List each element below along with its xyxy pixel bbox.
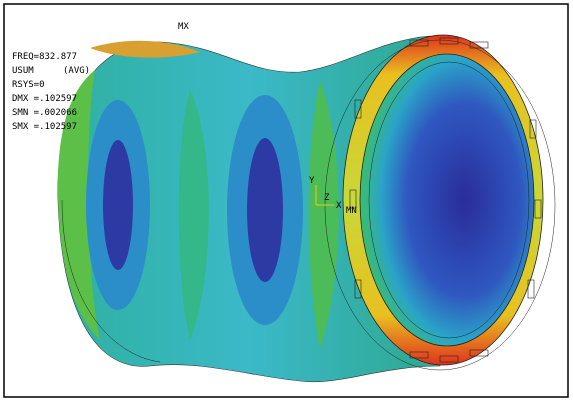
max-marker: MX — [178, 22, 189, 32]
legend-dmx: DMX =.102597 — [12, 94, 77, 104]
triad-y: Y — [309, 176, 315, 186]
legend-smx: SMX =.102597 — [12, 122, 77, 132]
result-viewport: Y X Z MX MN FREQ=832.877 USUM (AVG) RSYS… — [0, 0, 573, 402]
legend-smn: SMN =.002066 — [12, 108, 77, 118]
min-marker: MN — [346, 206, 357, 216]
legend-freq: FREQ=832.877 — [12, 52, 77, 62]
triad-x: X — [336, 201, 342, 211]
model — [58, 35, 555, 382]
legend-avg: (AVG) — [63, 66, 90, 76]
legend-rsys: RSYS=0 — [12, 80, 45, 90]
legend-result: USUM — [12, 66, 34, 76]
triad-z: Z — [324, 193, 330, 203]
